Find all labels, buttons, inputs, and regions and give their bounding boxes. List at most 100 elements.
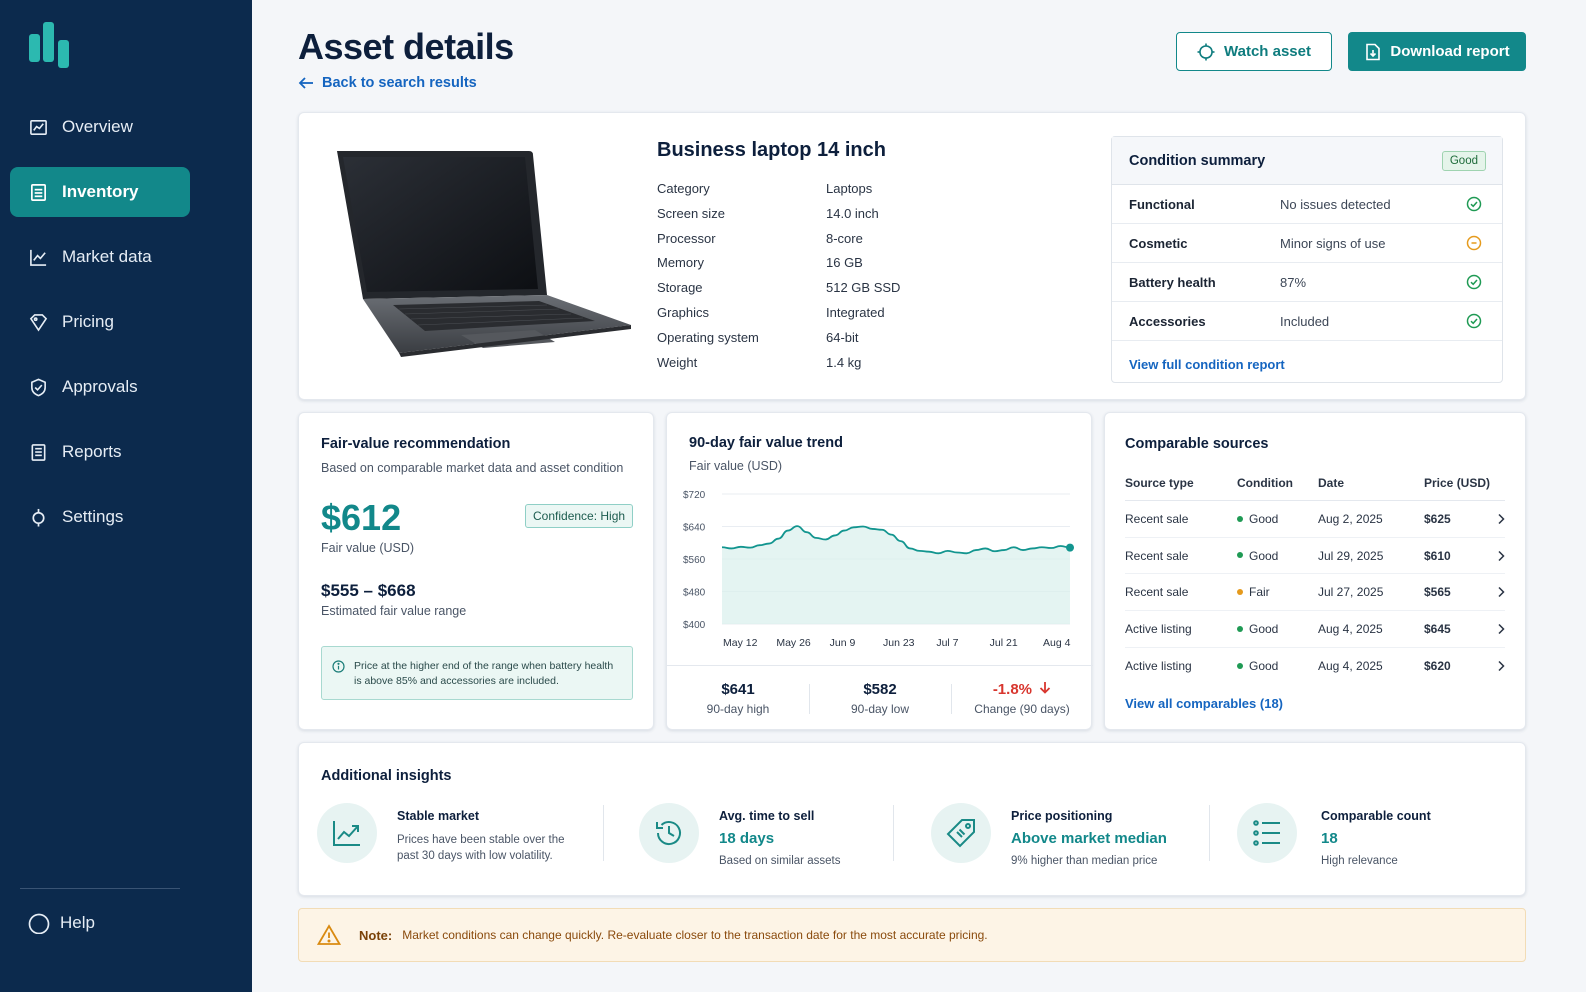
table-row[interactable]: Recent sale Fair Jul 27, 2025 $565 — [1125, 574, 1505, 612]
condition-text: Good — [1249, 511, 1279, 526]
sidebar-divider — [20, 888, 180, 889]
insights-card: Additional insights Stable market Prices… — [298, 742, 1526, 896]
column-header: Condition — [1237, 475, 1293, 490]
y-tick-label: $720 — [683, 490, 706, 501]
condition-summary: Condition summary Good Functional No iss… — [1111, 136, 1503, 383]
spec-list: Category Laptops Screen size 14.0 inch Pro… — [657, 181, 957, 379]
column-header: Date — [1318, 475, 1345, 490]
cell-date: Jul 27, 2025 — [1318, 585, 1384, 600]
spec-value: 512 GB SSD — [826, 280, 901, 296]
condition-value: No issues detected — [1280, 196, 1391, 212]
sidebar-item-label: Inventory — [62, 182, 139, 201]
chevron-right-icon[interactable] — [1488, 586, 1505, 598]
insight-title: Stable market — [397, 809, 479, 823]
cell-price: $645 — [1424, 621, 1451, 636]
table-row[interactable]: Recent sale Good Aug 2, 2025 $625 — [1125, 501, 1505, 538]
status-dot — [1237, 625, 1243, 632]
list-icon — [1237, 803, 1297, 863]
file-download-icon — [1366, 43, 1381, 60]
view-condition-report-link[interactable]: View full condition report — [1129, 357, 1285, 372]
column-header: Source type — [1125, 475, 1194, 490]
stat-value: $641 — [721, 681, 755, 698]
chevron-right-icon[interactable] — [1488, 513, 1505, 525]
note-banner: Note: Market conditions can change quick… — [298, 908, 1526, 962]
sidebar-item-reports[interactable]: Reports — [10, 427, 190, 477]
spec-value: 64-bit — [826, 329, 859, 345]
product-card: Business laptop 14 inch Category Laptops … — [298, 112, 1526, 400]
cell-date: Jul 29, 2025 — [1318, 548, 1384, 563]
spec-value: 14.0 inch — [826, 205, 879, 221]
insight-desc: High relevance — [1321, 855, 1398, 867]
app-logo[interactable] — [28, 22, 76, 70]
condition-text: Good — [1249, 548, 1279, 563]
insights-title: Additional insights — [321, 768, 452, 784]
line-chart-icon — [28, 247, 48, 267]
fair-value-range-label: Estimated fair value range — [321, 604, 467, 618]
cell-source: Recent sale — [1125, 585, 1189, 600]
insight-value: 18 days — [719, 830, 775, 847]
back-link[interactable]: Back to search results — [298, 75, 477, 91]
history-clock-icon — [639, 803, 699, 863]
tag-icon — [28, 312, 48, 332]
sidebar-item-pricing[interactable]: Pricing — [10, 297, 190, 347]
chevron-right-icon[interactable] — [1488, 660, 1505, 672]
condition-title: Condition summary — [1129, 152, 1266, 169]
condition-text: Fair — [1249, 585, 1270, 600]
spec-value: Laptops — [826, 181, 873, 196]
chevron-right-icon[interactable] — [1488, 623, 1505, 635]
condition-row: Accessories Included — [1112, 302, 1502, 341]
stat-label: 90-day high — [706, 702, 770, 716]
table-row[interactable]: Recent sale Good Jul 29, 2025 $610 — [1125, 538, 1505, 575]
series-line — [721, 525, 1071, 555]
cell-source: Active listing — [1125, 621, 1192, 636]
fair-value-amount: $612 — [321, 497, 402, 538]
insight-desc: Based on similar assets — [719, 855, 841, 867]
fair-value-title: Fair-value recommendation — [321, 436, 511, 452]
insight-text: Stable market Prices have been stable ov… — [397, 809, 637, 864]
series-end-point — [1066, 543, 1074, 552]
y-tick-label: $480 — [683, 588, 706, 599]
condition-header: Condition summary Good — [1112, 137, 1502, 185]
sidebar-item-market-data[interactable]: Market data — [10, 232, 190, 282]
stat-label: Change (90 days) — [974, 702, 1070, 716]
sidebar-item-overview[interactable]: Overview — [10, 102, 190, 152]
trend-card: 90-day fair value trend Fair value (USD)… — [666, 412, 1093, 730]
spec-row: Category Laptops — [657, 181, 957, 206]
document-icon — [28, 442, 48, 462]
watch-asset-button[interactable]: Watch asset — [1176, 32, 1332, 71]
insight-value: Above market median — [1011, 830, 1167, 847]
cell-condition: Good — [1237, 549, 1318, 563]
condition-row: Battery health 87% — [1112, 263, 1502, 302]
x-tick-label: May 26 — [776, 637, 811, 649]
spec-row: Operating system 64-bit — [657, 330, 957, 355]
condition-key: Cosmetic — [1129, 235, 1188, 251]
cell-price: $625 — [1424, 511, 1451, 526]
sidebar-item-settings[interactable]: Settings — [10, 492, 190, 542]
condition-value: 87% — [1280, 274, 1307, 290]
arrow-down-icon — [1040, 682, 1051, 694]
sidebar-item-inventory[interactable]: Inventory — [10, 167, 190, 217]
comparables-card: Comparable sources Source type Condition… — [1104, 412, 1526, 730]
cell-source: Active listing — [1125, 659, 1192, 674]
sidebar-item-approvals[interactable]: Approvals — [10, 362, 190, 412]
divider — [893, 805, 894, 861]
trend-title: 90-day fair value trend — [689, 435, 843, 451]
fair-value-subtitle: Based on comparable market data and asse… — [321, 461, 624, 475]
status-dot — [1237, 515, 1243, 522]
cell-price: $565 — [1424, 585, 1451, 600]
watch-asset-label: Watch asset — [1224, 43, 1311, 60]
spec-key: Graphics — [657, 304, 710, 320]
sidebar-item-label: Pricing — [62, 312, 114, 331]
sidebar-item-label: Market data — [62, 247, 152, 266]
table-row[interactable]: Active listing Good Aug 4, 2025 $645 — [1125, 611, 1505, 648]
view-all-comparables-link[interactable]: View all comparables (18) — [1125, 696, 1283, 711]
chevron-right-icon[interactable] — [1488, 550, 1505, 562]
sidebar-item-label: Reports — [62, 442, 122, 461]
condition-row: Cosmetic Minor signs of use — [1112, 224, 1502, 263]
spec-key: Operating system — [657, 329, 759, 345]
download-report-button[interactable]: Download report — [1348, 32, 1526, 71]
spec-row: Storage 512 GB SSD — [657, 280, 957, 305]
cell-condition: Good — [1237, 512, 1318, 526]
table-row[interactable]: Active listing Good Aug 4, 2025 $620 — [1125, 648, 1505, 685]
sidebar-item-help[interactable]: Help — [28, 912, 95, 934]
